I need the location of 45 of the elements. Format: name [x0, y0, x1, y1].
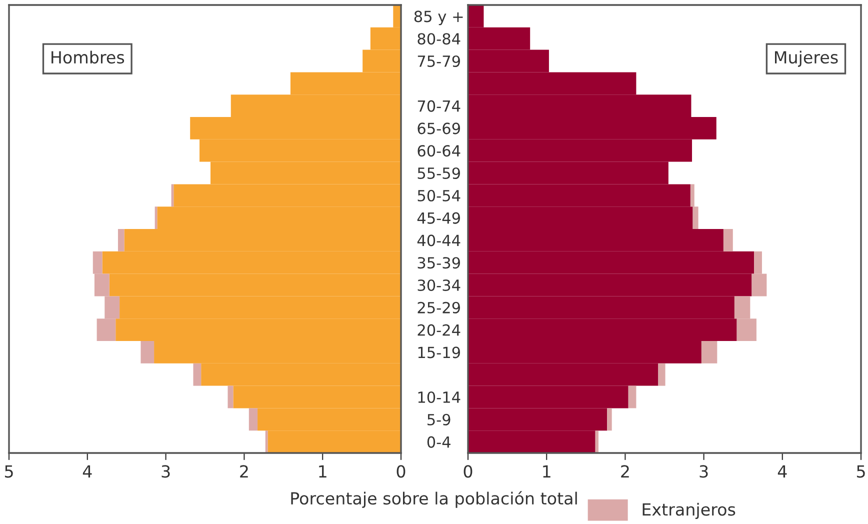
bar [228, 386, 234, 408]
annotation: Mujeres [774, 50, 838, 67]
x-tick-label: 3 [700, 465, 708, 478]
y-tick-label: 5-9 [428, 414, 450, 426]
x-tick-label: 5 [856, 465, 865, 478]
x-tick-label: 2 [240, 465, 248, 478]
x-tick-label: 1 [319, 465, 326, 478]
bar [118, 229, 124, 252]
bar [658, 363, 666, 386]
annotation: Hombres [52, 50, 124, 64]
x-tick-label: 5 [4, 465, 13, 478]
bar [607, 408, 612, 431]
y-tick-label: 55-59 [418, 167, 460, 180]
y-tick-label: 60-64 [418, 145, 460, 157]
bar [595, 430, 598, 453]
y-tick-label: 80-84 [418, 33, 460, 45]
x-tick-label: 2 [621, 465, 629, 478]
bar [628, 386, 636, 408]
y-tick-label: 40-44 [417, 234, 460, 246]
x-tick-label: 4 [778, 465, 787, 478]
y-tick-label: 65-69 [418, 122, 460, 134]
y-tick-label: 30-34 [418, 279, 460, 292]
y-tick-label: 50-54 [418, 190, 460, 202]
y-tick-label: 75-79 [418, 55, 460, 68]
y-tick-label: 45-49 [417, 212, 460, 224]
y-tick-label: 10-14 [418, 391, 460, 404]
x-tick-label: 3 [162, 465, 170, 478]
bar [701, 341, 718, 364]
bar [248, 408, 258, 431]
bar [193, 363, 202, 386]
x-tick-label: 1 [543, 465, 550, 478]
y-tick-label: 70-74 [418, 100, 460, 112]
y-tick-label: 15-19 [418, 346, 460, 358]
x-tick-label: 4 [82, 465, 92, 478]
y-tick-label: 35-39 [418, 257, 460, 269]
legend-label: Extranjeros [642, 502, 736, 519]
y-tick-label: 25-29 [418, 302, 460, 314]
x-tick-label: 0 [464, 465, 472, 478]
y-tick-label: 20-24 [418, 324, 460, 336]
x-axis-title: Porcentaje sobre la población total [291, 491, 577, 508]
y-tick-label: 85 y + [414, 10, 463, 26]
x-tick-label: 0 [396, 465, 406, 478]
y-tick-label: 0-4 [427, 436, 450, 448]
bar [723, 229, 733, 252]
bar [140, 341, 154, 364]
